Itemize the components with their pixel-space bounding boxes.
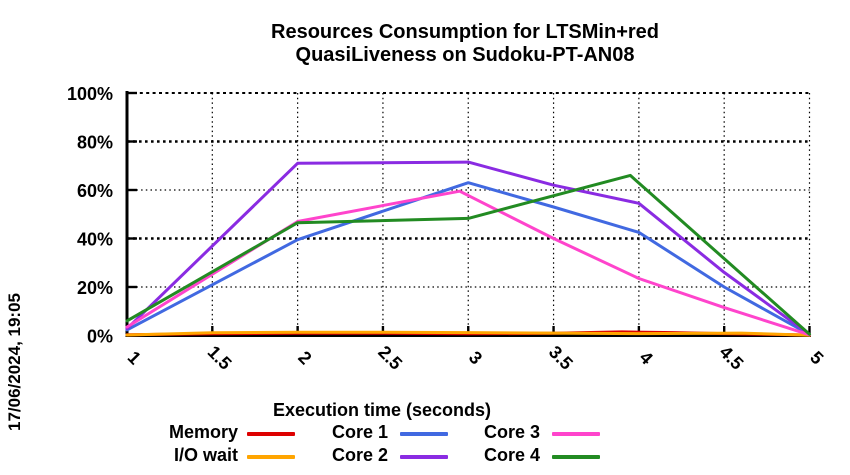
legend-swatch-core-1 [400,432,448,436]
legend-swatch-memory [247,432,295,436]
y-tick-label: 60% [77,181,113,201]
y-tick-label: 20% [77,278,113,298]
y-tick-label: 80% [77,133,113,153]
x-tick-label: 3 [465,347,486,368]
legend-label-core-4: Core 4 [483,445,540,465]
y-tick-label: 40% [77,230,113,250]
legend-label-core-3: Core 3 [483,422,540,442]
chart-title-line2: QuasiLiveness on Sudoku-PT-AN08 [295,44,635,66]
x-axis-label: Execution time (seconds) [272,400,492,420]
series-line-core-2 [125,160,811,336]
x-tick-label: 4 [636,347,657,368]
legend-label-core-2: Core 2 [331,445,388,465]
x-tick-label: 4.5 [716,342,748,374]
y-tick-label: 0% [87,327,113,347]
legend-swatch-core-2 [400,455,448,459]
chart-title: Resources Consumption for LTSMin+red Qua… [80,21,850,67]
legend-swatch-io-wait [247,455,295,459]
x-tick-label: 3.5 [545,342,577,374]
legend-label-memory: Memory [168,422,238,442]
series-line-core-4 [125,173,811,336]
legend-label-core-1: Core 1 [331,422,388,442]
x-tick-label: 1.5 [204,342,236,374]
chart-title-line1: Resources Consumption for LTSMin+red [271,21,659,43]
series-line-i-o-wait [125,330,811,337]
x-tick-label: 2.5 [374,342,406,374]
legend-swatch-core-4 [552,455,600,459]
x-tick-label: 1 [124,347,145,368]
y-tick-label: 100% [67,84,113,104]
x-tick-label: 5 [806,347,827,368]
legend-label-io-wait: I/O wait [173,445,238,465]
series-line-core-1 [125,181,811,336]
legend-swatch-core-3 [552,432,600,436]
x-tick-label: 2 [294,347,315,368]
